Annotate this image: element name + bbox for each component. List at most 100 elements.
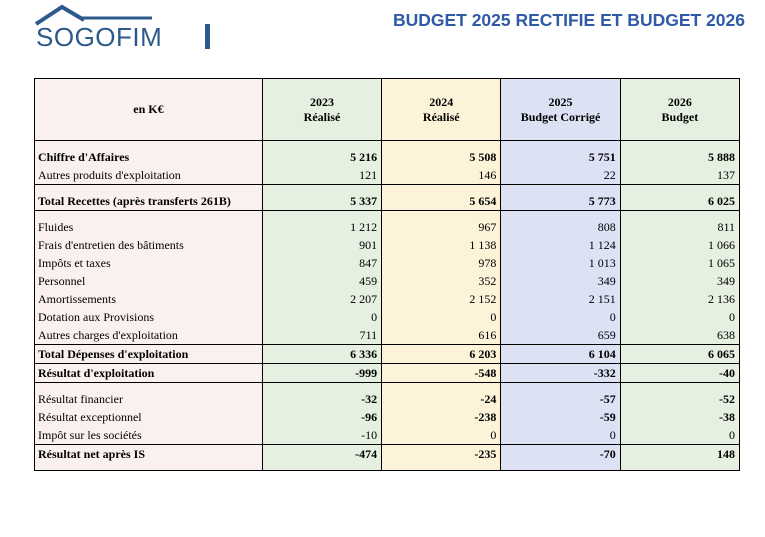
value-cell: 121 — [261, 166, 382, 185]
value-cell: 146 — [381, 166, 501, 185]
spacer-cell — [381, 140, 501, 148]
value-cell: -57 — [500, 390, 621, 408]
spacer-cell — [381, 184, 501, 192]
row-label: Amortissements — [34, 290, 263, 308]
table-row: Autres produits d'exploitation 121 146 22 13… — [34, 166, 740, 185]
unit-label: en K€ — [34, 78, 263, 141]
value-cell: 0 — [619, 426, 740, 445]
spacer-cell — [34, 184, 263, 192]
table-row: Personnel 459 352 349 349 — [34, 272, 740, 290]
table-row: Résultat exceptionnel -96 -238 -59 -38 — [34, 408, 740, 426]
value-cell: 6 104 — [500, 344, 621, 364]
table-row: Résultat financier -32 -24 -57 -52 — [34, 390, 740, 408]
spacer-cell — [381, 210, 501, 218]
column-header-2026: 2026 Budget — [619, 78, 740, 141]
spacer-cell — [34, 140, 263, 148]
value-cell: -474 — [261, 444, 382, 463]
row-label: Autres charges d'exploitation — [34, 326, 263, 345]
row-label: Résultat financier — [34, 390, 263, 408]
house-roof-icon — [34, 4, 152, 26]
value-cell: 978 — [381, 254, 501, 272]
row-label: Total Dépenses d'exploitation — [34, 344, 263, 364]
row-label: Résultat d'exploitation — [34, 363, 263, 383]
logo-bar — [205, 24, 210, 49]
spacer-cell — [261, 140, 382, 148]
spacer-cell — [619, 210, 740, 218]
column-header-2024: 2024 Réalisé — [381, 78, 501, 141]
column-header-2023: 2023 Réalisé — [261, 78, 382, 141]
value-cell: 901 — [261, 236, 382, 254]
value-cell: 5 773 — [500, 192, 621, 211]
value-cell: -38 — [619, 408, 740, 426]
value-cell: 0 — [500, 308, 621, 326]
value-cell: 1 065 — [619, 254, 740, 272]
table-row: Chiffre d'Affaires 5 216 5 508 5 751 5 888 — [34, 148, 740, 166]
row-label: Impôts et taxes — [34, 254, 263, 272]
value-cell: -40 — [619, 363, 740, 383]
spacer-cell — [34, 210, 263, 218]
table-row: Impôt sur les sociétés -10 0 0 0 — [34, 426, 740, 445]
column-subtitle: Réalisé — [422, 109, 460, 124]
value-cell: 967 — [381, 218, 501, 236]
spacer-row — [34, 463, 740, 471]
column-year: 2026 — [667, 94, 692, 109]
value-cell: 2 151 — [500, 290, 621, 308]
value-cell: 352 — [381, 272, 501, 290]
value-cell: 5 751 — [500, 148, 621, 166]
budget-table: en K€ 2023 Réalisé 2024 Réalisé 2025 Budget… — [34, 78, 740, 471]
value-cell: -24 — [381, 390, 501, 408]
spacer-cell — [381, 463, 501, 471]
column-year: 2025 — [548, 94, 573, 109]
value-cell: 711 — [261, 326, 382, 345]
value-cell: 6 065 — [619, 344, 740, 364]
row-label: Total Recettes (après transferts 261B) — [34, 192, 263, 211]
value-cell: 811 — [619, 218, 740, 236]
value-cell: -332 — [500, 363, 621, 383]
spacer-cell — [500, 184, 621, 192]
value-cell: 808 — [500, 218, 621, 236]
value-cell: 0 — [381, 426, 501, 445]
value-cell: 5 216 — [261, 148, 382, 166]
value-cell: 22 — [500, 166, 621, 185]
column-subtitle: Budget — [661, 109, 699, 124]
spacer-cell — [34, 463, 263, 471]
value-cell: 1 138 — [381, 236, 501, 254]
table-body: Chiffre d'Affaires 5 216 5 508 5 751 5 888 Au… — [34, 140, 740, 471]
value-cell: -59 — [500, 408, 621, 426]
value-cell: -70 — [500, 444, 621, 463]
value-cell: -96 — [261, 408, 382, 426]
table-row: Impôts et taxes 847 978 1 013 1 065 — [34, 254, 740, 272]
table-row: Autres charges d'exploitation 711 616 659 63… — [34, 326, 740, 345]
spacer-cell — [500, 140, 621, 148]
value-cell: 1 066 — [619, 236, 740, 254]
column-year: 2023 — [310, 94, 334, 109]
spacer-cell — [500, 382, 621, 390]
value-cell: -10 — [261, 426, 382, 445]
value-cell: 5 654 — [381, 192, 501, 211]
row-label: Résultat exceptionnel — [34, 408, 263, 426]
spacer-cell — [500, 463, 621, 471]
value-cell: 0 — [500, 426, 621, 445]
table-row: Dotation aux Provisions 0 0 0 0 — [34, 308, 740, 326]
column-header-2025: 2025 Budget Corrigé — [500, 78, 621, 141]
value-cell: -235 — [381, 444, 501, 463]
spacer-cell — [261, 184, 382, 192]
spacer-cell — [261, 382, 382, 390]
value-cell: -238 — [381, 408, 501, 426]
row-label: Résultat net après IS — [34, 444, 263, 463]
value-cell: 1 212 — [261, 218, 382, 236]
value-cell: 0 — [381, 308, 501, 326]
row-label: Frais d'entretien des bâtiments — [34, 236, 263, 254]
table-row: Résultat d'exploitation -999 -548 -332 -40 — [34, 363, 740, 383]
spacer-cell — [619, 184, 740, 192]
spacer-cell — [34, 382, 263, 390]
spacer-cell — [500, 210, 621, 218]
value-cell: 2 136 — [619, 290, 740, 308]
spacer-row — [34, 210, 740, 218]
spacer-cell — [619, 140, 740, 148]
row-label: Fluides — [34, 218, 263, 236]
value-cell: 6 203 — [381, 344, 501, 364]
value-cell: 847 — [261, 254, 382, 272]
value-cell: 0 — [261, 308, 382, 326]
value-cell: 5 337 — [261, 192, 382, 211]
